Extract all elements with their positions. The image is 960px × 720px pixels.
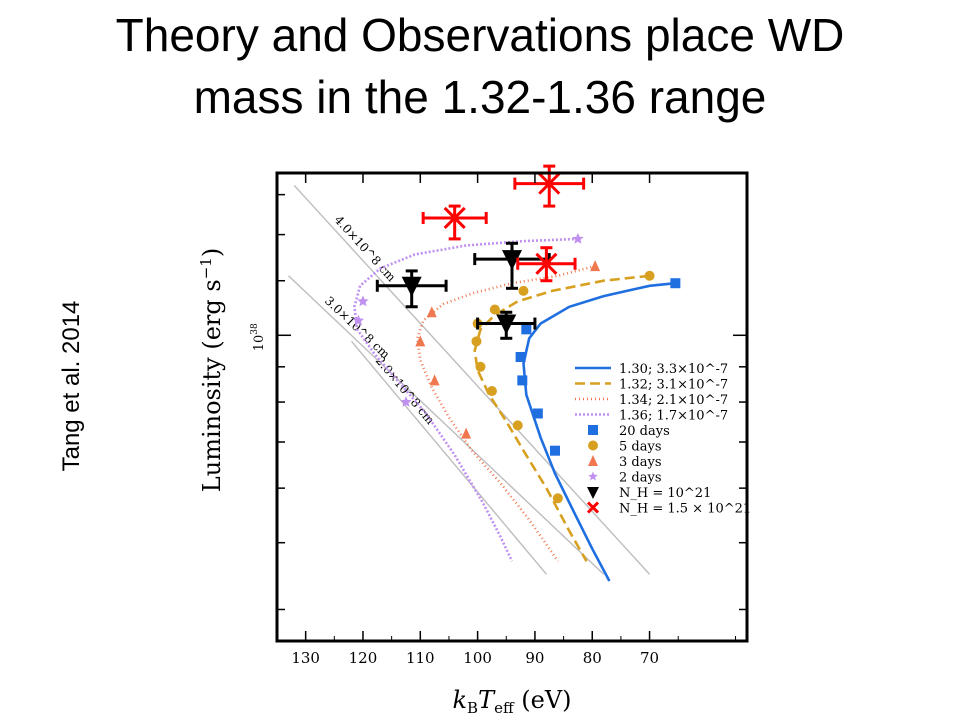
legend-label-6: 3 days [619, 455, 662, 470]
observation-marker-5 [535, 252, 558, 275]
x-tick-label-0: 130 [291, 649, 320, 667]
track-marker-2-4 [461, 427, 472, 439]
legend-marker-5 [588, 440, 598, 451]
track-marker-0-1 [521, 324, 532, 335]
legend-label-0: 1.30; 3.3×10^-7 [619, 362, 728, 377]
legend-entry-2: 1.34; 2.1×10^-7 [575, 393, 728, 408]
legend-entry-5: 5 days [588, 440, 662, 455]
track-marker-1-1 [518, 285, 529, 296]
track-marker-3-1 [357, 295, 369, 307]
observation-5 [516, 246, 577, 283]
legend-label-2: 1.34; 2.1×10^-7 [619, 393, 728, 408]
legend-label-4: 20 days [619, 424, 670, 439]
observation-marker-0 [401, 276, 422, 297]
x-tick-label-3: 100 [463, 649, 492, 667]
observation-2 [476, 310, 537, 340]
track-marker-1-8 [552, 493, 563, 504]
y-axis-label: Luminosity (erg s−1) [197, 248, 226, 492]
observation-marker-4 [538, 172, 561, 195]
legend-entry-6: 3 days [588, 455, 662, 470]
track-line-1 [473, 274, 650, 562]
legend-marker-9 [586, 501, 600, 514]
hr-diagram-chart: 4.0×10^8 cm3.0×10^8 cm2.0×10^8 cm 130 120… [197, 164, 751, 717]
legend-entry-4: 20 days [588, 424, 670, 439]
track-line-2 [416, 264, 596, 562]
track-marker-0-3 [517, 375, 528, 386]
legend-label-3: 1.36; 1.7×10^-7 [619, 409, 728, 424]
track-marker-3-3 [400, 396, 412, 407]
track-marker-1-2 [489, 304, 500, 315]
plot-frame [275, 171, 749, 643]
legend-label-8: N_H = 10^21 [619, 486, 711, 501]
track-marker-1-6 [486, 386, 497, 397]
x-tick-label-4: 90 [525, 649, 544, 667]
radius-line-0 [293, 184, 651, 575]
legend-marker-6 [588, 455, 598, 466]
slide-title: Theory and Observations place WD mass in… [0, 4, 960, 128]
track-marker-3-0 [572, 232, 584, 244]
legend-entry-9: N_H = 1.5 × 10^21 [586, 501, 751, 517]
track-marker-2-0 [590, 260, 601, 272]
legend-label-5: 5 days [619, 440, 662, 455]
observation-0 [375, 269, 448, 309]
legend-entry-7: 2 days [588, 471, 662, 486]
track-marker-0-5 [549, 445, 560, 456]
track-marker-2-1 [426, 306, 437, 318]
legend-entry-1: 1.32; 3.1×10^-7 [575, 378, 728, 393]
track-marker-0-4 [532, 408, 543, 419]
track-line-3 [353, 237, 578, 562]
legend-entry-8: N_H = 10^21 [587, 486, 711, 501]
radius-line-1 [287, 275, 605, 575]
observation-marker-3 [443, 206, 466, 230]
track-marker-0-0 [670, 278, 681, 289]
radius-line-2 [350, 340, 547, 575]
observations [375, 164, 586, 340]
radius-line-label-0: 4.0×10^8 cm [332, 213, 399, 285]
x-axis-label: kBTeff (eV) [452, 686, 571, 717]
axis-ticks: 130 120 110 100 90 80 70 [276, 173, 747, 667]
legend-marker-7 [588, 471, 598, 481]
legend-entry-0: 1.30; 3.3×10^-7 [575, 362, 728, 377]
x-tick-label-1: 120 [349, 649, 378, 667]
track-marker-0-2 [515, 351, 526, 362]
track-marker-2-2 [415, 335, 426, 347]
track-marker-3-2 [352, 314, 365, 326]
legend-label-1: 1.32; 3.1×10^-7 [619, 378, 728, 393]
track-marker-2-3 [429, 374, 440, 386]
x-tick-label-2: 110 [406, 649, 435, 667]
observation-1 [473, 241, 551, 290]
x-tick-label-6: 70 [640, 649, 659, 667]
track-marker-1-0 [644, 270, 655, 281]
model-tracks [352, 232, 681, 582]
citation-label: Tang et al. 2014 [58, 300, 85, 472]
slide-title-line1: Theory and Observations place WD [115, 9, 845, 61]
x-tick-label-5: 80 [583, 649, 602, 667]
radius-line-label-1: 3.0×10^8 cm [322, 294, 393, 362]
track-line-0 [522, 281, 676, 582]
legend-label-7: 2 days [619, 471, 662, 486]
legend-marker-8 [587, 487, 599, 499]
track-marker-1-5 [475, 361, 486, 372]
legend-marker-4 [588, 425, 598, 435]
slide-title-line2: mass in the 1.32-1.36 range [193, 71, 767, 123]
observation-marker-1 [502, 250, 522, 271]
legend: 1.30; 3.3×10^-71.32; 3.1×10^-71.34; 2.1×… [575, 362, 751, 517]
observation-marker-2 [496, 314, 517, 335]
track-marker-1-7 [512, 420, 523, 431]
y-tick-label-1e38: 1038 [250, 323, 267, 351]
legend-entry-3: 1.36; 1.7×10^-7 [575, 409, 728, 424]
legend-label-9: N_H = 1.5 × 10^21 [619, 502, 751, 517]
observation-3 [421, 204, 488, 241]
radius-lines: 4.0×10^8 cm3.0×10^8 cm2.0×10^8 cm [287, 184, 651, 575]
track-marker-1-4 [471, 336, 482, 347]
